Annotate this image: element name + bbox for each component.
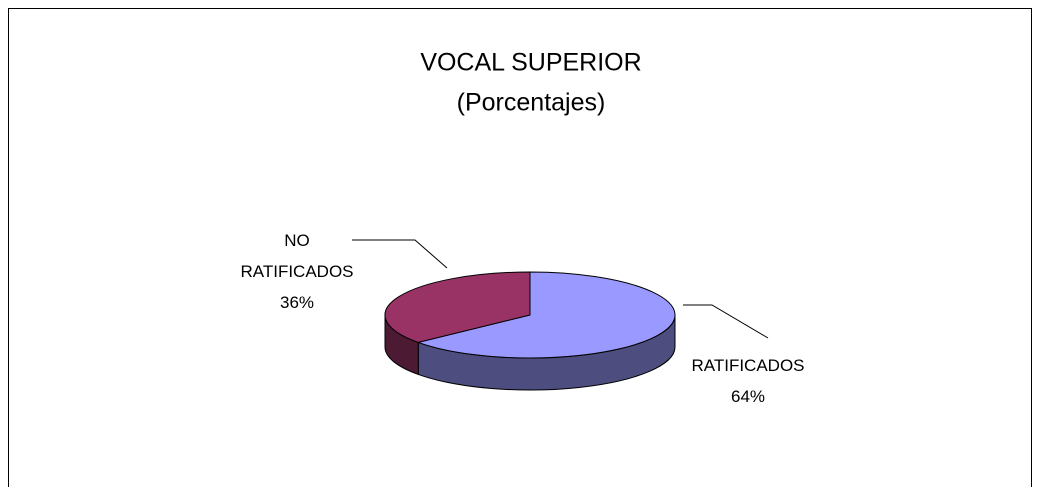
- data-label: NO RATIFICADOS 36%: [237, 225, 357, 318]
- pie-slice: [384, 271, 531, 343]
- chart-border: [8, 8, 1032, 487]
- chart-title: VOCAL SUPERIOR: [420, 49, 641, 77]
- leader-line: [352, 239, 448, 269]
- data-label-box: NO RATIFICADOS 36%: [237, 225, 357, 318]
- value-label: 36%: [279, 293, 315, 312]
- category-label: NO RATIFICADOS: [240, 231, 354, 281]
- pie-slice: [416, 271, 676, 359]
- data-label-box: RATIFICADOS 64%: [688, 350, 808, 412]
- data-label: RATIFICADOS 64%: [688, 350, 808, 412]
- category-label: RATIFICADOS: [691, 356, 805, 375]
- chart-subtitle: (Porcentajes): [457, 89, 606, 117]
- pie: [384, 271, 676, 391]
- value-label: 64%: [730, 387, 766, 406]
- leader-line: [683, 304, 769, 339]
